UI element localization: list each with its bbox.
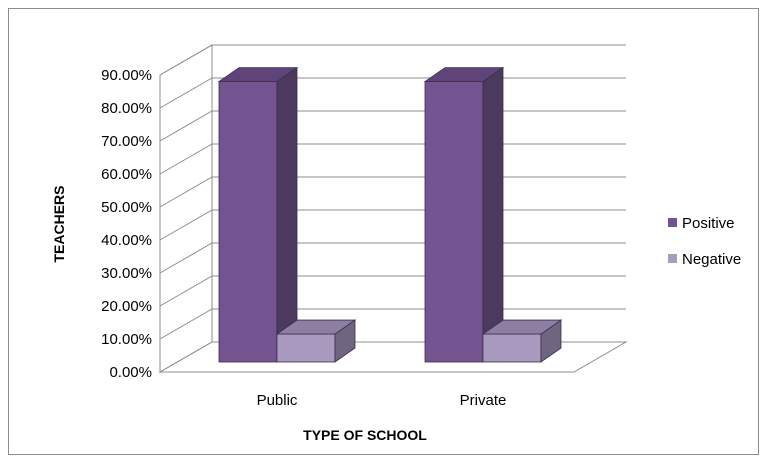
y-axis-ticks: 0.00% 10.00% 20.00% 30.00% 40.00% 50.00% 60.00… bbox=[101, 67, 152, 381]
y-tick-label: 30.00% bbox=[101, 265, 152, 282]
bar-side bbox=[482, 66, 504, 363]
legend-label: Positive bbox=[682, 215, 735, 232]
legend-swatch bbox=[668, 254, 677, 263]
y-tick-label: 0.00% bbox=[109, 364, 152, 381]
bar-front bbox=[424, 81, 484, 363]
bar-top bbox=[481, 319, 563, 335]
bar-front bbox=[482, 333, 542, 363]
bar-front bbox=[276, 333, 336, 363]
x-tick-label: Public bbox=[257, 392, 298, 409]
gridline bbox=[159, 44, 626, 76]
y-tick-label: 50.00% bbox=[101, 199, 152, 216]
x-tick-label: Private bbox=[460, 392, 507, 409]
floor bbox=[158, 341, 628, 373]
chart-frame bbox=[8, 8, 759, 455]
y-tick-label: 10.00% bbox=[101, 331, 152, 348]
x-axis-title: TYPE OF SCHOOL bbox=[303, 427, 427, 443]
bar-side bbox=[276, 66, 298, 363]
bars bbox=[217, 66, 563, 363]
y-tick-label: 70.00% bbox=[101, 133, 152, 150]
y-axis-title: TEACHERS bbox=[51, 185, 67, 262]
legend: Positive Negative bbox=[668, 215, 741, 268]
y-tick-label: 40.00% bbox=[101, 232, 152, 249]
bar-front bbox=[218, 81, 278, 363]
y-tick-label: 90.00% bbox=[101, 67, 152, 84]
legend-label: Negative bbox=[682, 251, 741, 268]
bar-top bbox=[217, 67, 299, 82]
y-tick-label: 80.00% bbox=[101, 100, 152, 117]
y-tick-label: 60.00% bbox=[101, 166, 152, 183]
bar-top bbox=[423, 67, 505, 82]
y-tick-label: 20.00% bbox=[101, 298, 152, 315]
legend-swatch bbox=[668, 218, 677, 227]
x-axis-ticks: Public Private bbox=[257, 392, 507, 409]
side-wall bbox=[159, 44, 213, 373]
bar-top bbox=[275, 319, 357, 335]
